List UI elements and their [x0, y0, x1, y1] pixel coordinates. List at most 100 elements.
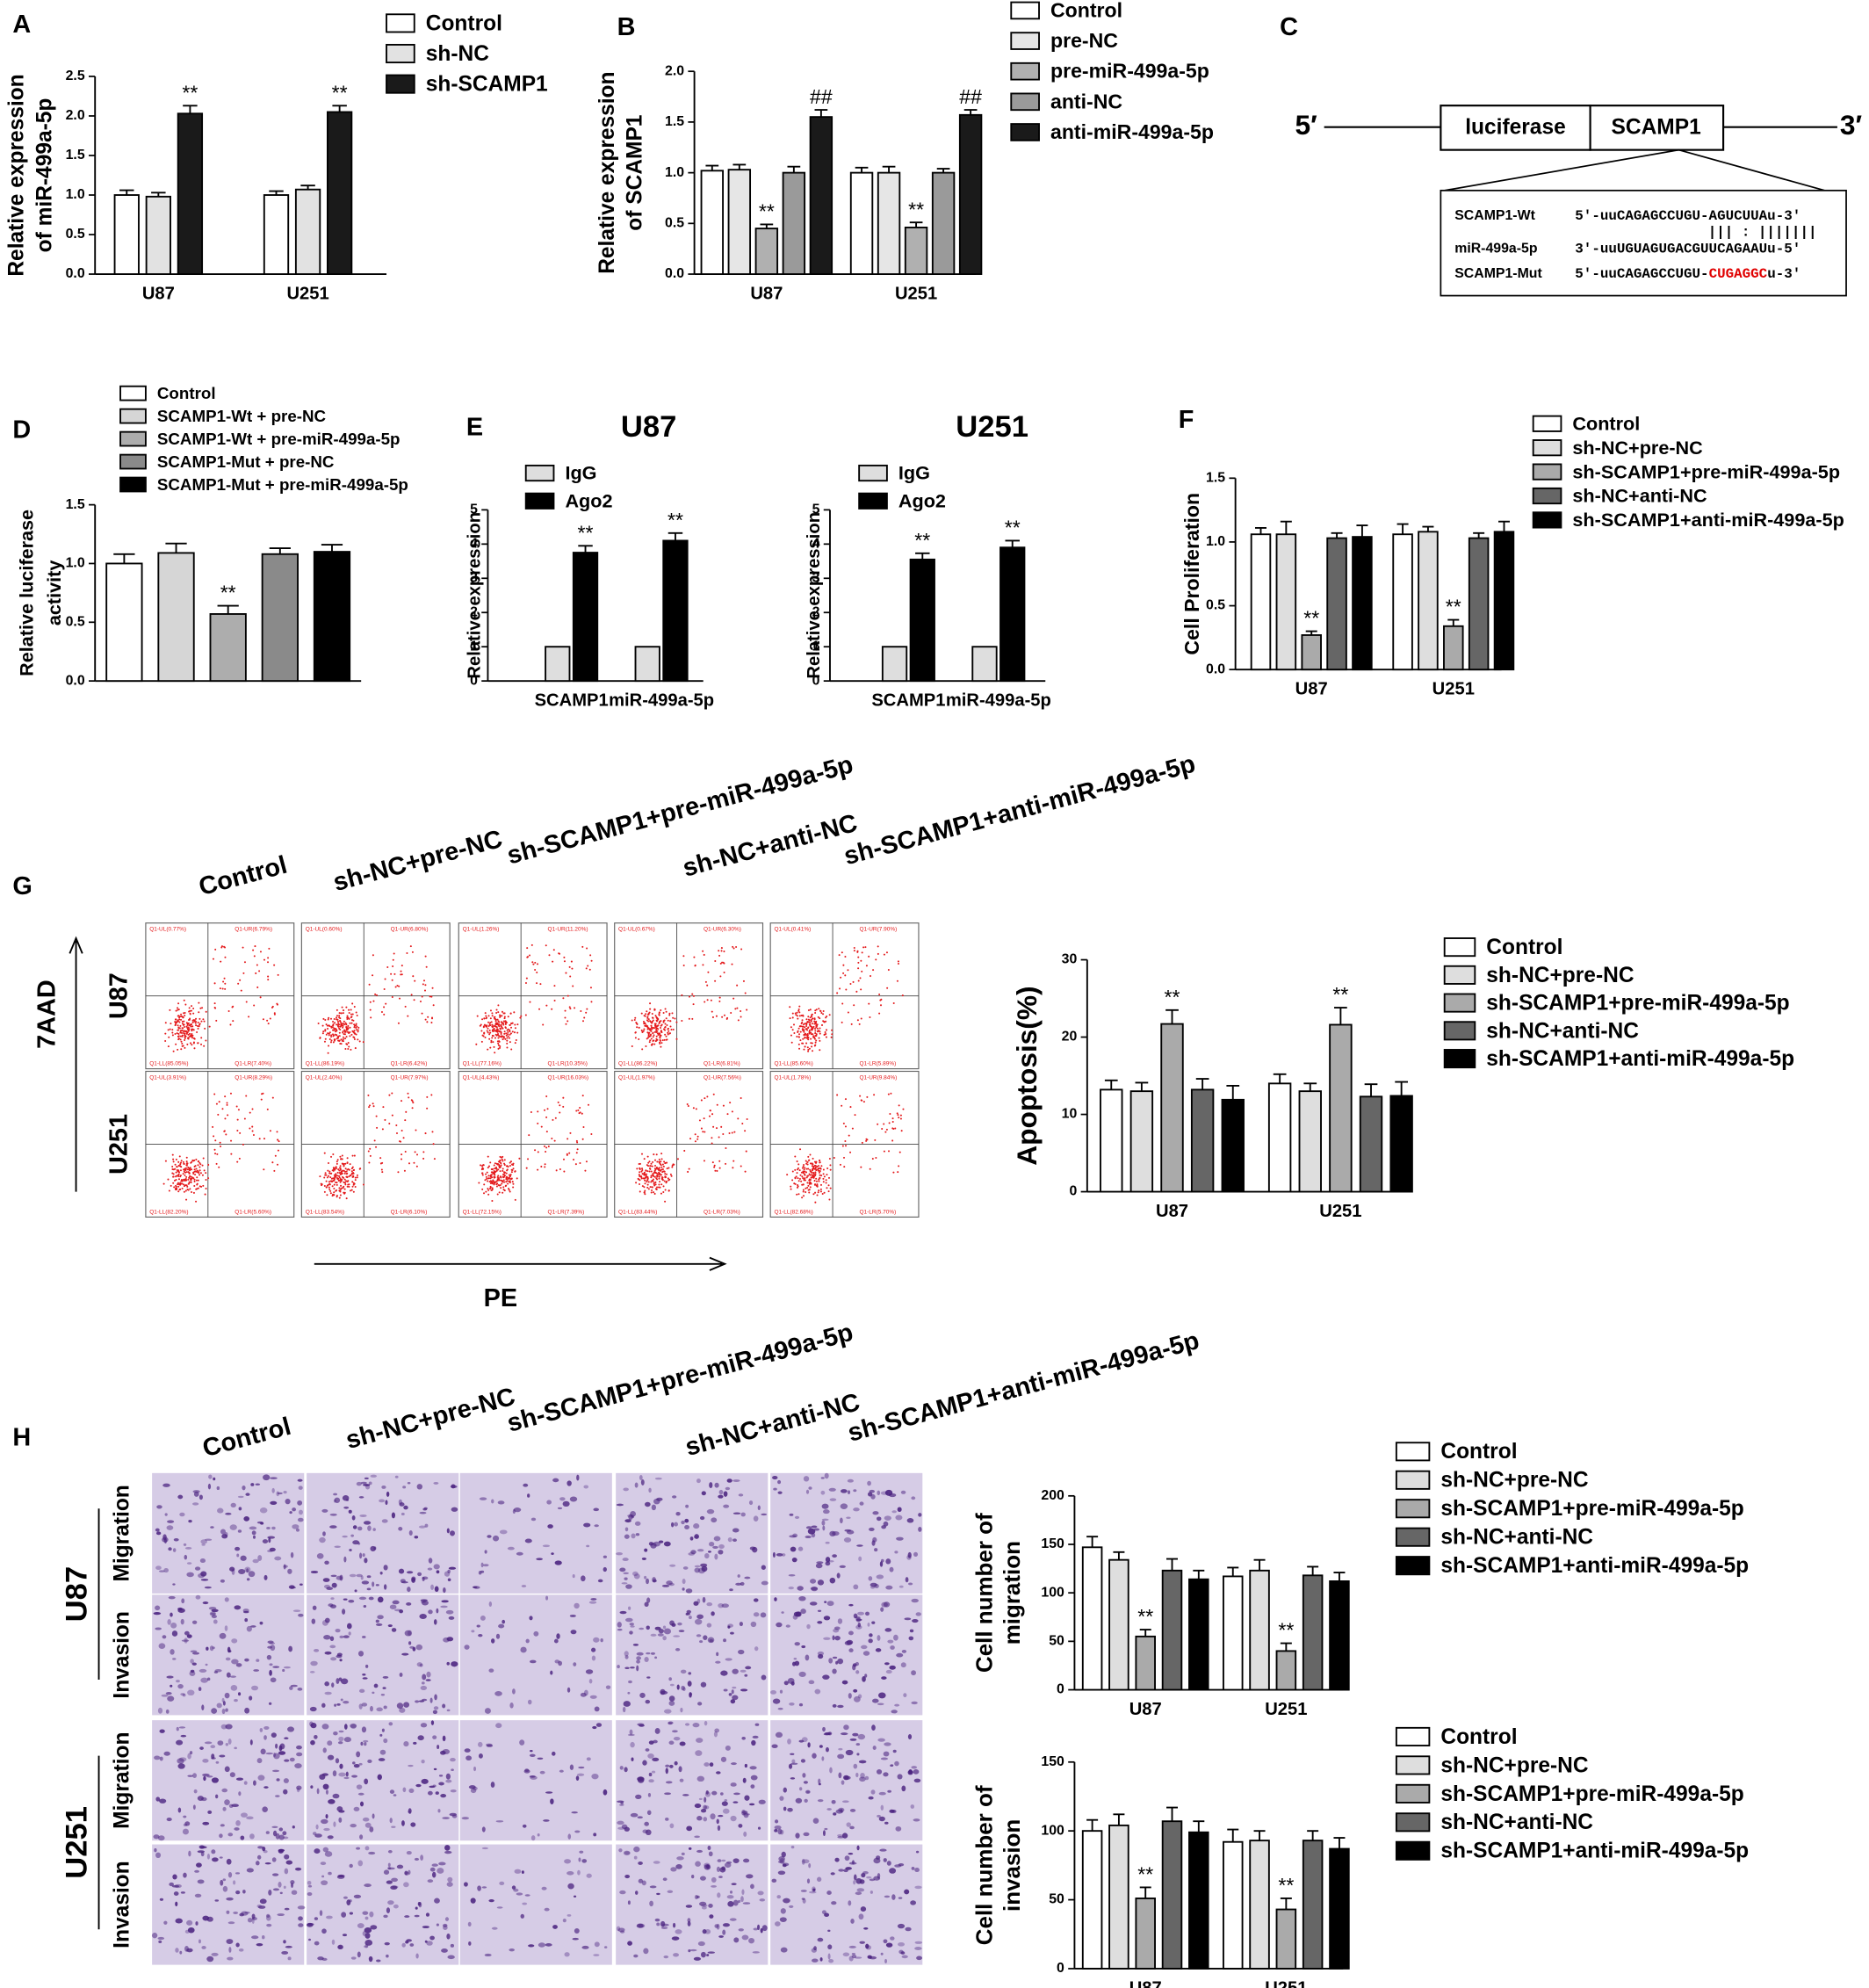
cell [624, 1617, 633, 1623]
cell [297, 1517, 304, 1522]
flow-dot [534, 961, 537, 964]
cell [238, 1791, 242, 1796]
cell [839, 1565, 846, 1568]
cell [909, 1629, 914, 1633]
legend-label: IgG [898, 462, 930, 484]
flow-dot [819, 1174, 821, 1176]
flow-dot [581, 1138, 584, 1140]
cell [192, 1773, 198, 1779]
cell [399, 1609, 404, 1614]
flow-dot [503, 1032, 506, 1035]
cell [386, 1491, 390, 1497]
cell [664, 1792, 672, 1796]
cell [825, 1557, 831, 1563]
cell [711, 1611, 715, 1616]
legend-swatch [1395, 1442, 1431, 1462]
cell [343, 1556, 347, 1563]
cell [527, 1699, 532, 1705]
flow-dot [798, 1033, 801, 1036]
flow-dot [491, 1034, 494, 1037]
cell [202, 1759, 209, 1763]
cell [263, 1850, 268, 1854]
cell [204, 1586, 212, 1589]
cell [574, 1602, 580, 1609]
cell [231, 1659, 239, 1665]
cell [624, 1767, 628, 1773]
flow-dot [709, 1110, 711, 1112]
cell [741, 1736, 746, 1740]
flow-dot [331, 1033, 335, 1036]
panel-letter: F [1179, 406, 1194, 434]
cell [377, 1615, 384, 1620]
flow-dots [631, 945, 748, 1051]
cell [342, 1608, 346, 1615]
flow-dot [343, 1164, 345, 1167]
cell [221, 1788, 228, 1793]
flow-dot [261, 1093, 263, 1095]
flow-dot [218, 1166, 220, 1168]
flow-dot [198, 1023, 201, 1026]
cell [639, 1724, 645, 1727]
annotation: ** [1446, 596, 1461, 618]
cell [669, 1764, 674, 1768]
flow-dot [585, 1160, 588, 1163]
flow-dot [415, 1165, 418, 1167]
cell [362, 1677, 368, 1680]
flow-dot [381, 1171, 384, 1174]
cell [415, 1906, 418, 1910]
cell [889, 1665, 896, 1670]
bar [1352, 536, 1373, 671]
cell [696, 1634, 702, 1637]
cell [848, 1603, 854, 1607]
flow-dot [804, 1167, 806, 1169]
cell [227, 1650, 232, 1653]
legend-swatch [1443, 1049, 1476, 1069]
flow-dot [357, 1026, 360, 1029]
flow-dot [343, 1182, 347, 1184]
flow-dot [537, 1122, 539, 1124]
flow-dot [489, 1009, 492, 1012]
flow-dot [672, 1016, 675, 1019]
y-axis-name: 7AAD [32, 980, 61, 1049]
cell [383, 1914, 388, 1919]
cell [429, 1697, 433, 1703]
flow-dot [815, 1168, 818, 1171]
flow-dot [185, 1025, 188, 1028]
cell [774, 1829, 778, 1833]
cell [444, 1917, 450, 1921]
micrograph [307, 1472, 459, 1594]
flow-dot [810, 1182, 812, 1185]
flow-dot [226, 1103, 228, 1106]
cell [389, 1789, 395, 1794]
flow-dot [198, 1001, 200, 1004]
cell [802, 1773, 806, 1778]
cell [884, 1515, 891, 1521]
cell [387, 1867, 395, 1870]
flow-dot [332, 1029, 335, 1031]
bar [1223, 1575, 1244, 1691]
flow-dot [814, 1167, 817, 1170]
cell [156, 1505, 162, 1509]
flow-dot [654, 1183, 657, 1186]
flow-dot [171, 1165, 174, 1167]
cell [617, 1665, 620, 1669]
cell [334, 1545, 341, 1548]
flow-dot [811, 1176, 813, 1179]
flow-dot [870, 975, 872, 978]
cell [794, 1660, 800, 1666]
flow-dot [179, 1016, 182, 1018]
flow-dot [507, 1030, 509, 1033]
flow-dot [803, 1179, 805, 1182]
cell [206, 1916, 213, 1922]
cell [754, 1723, 760, 1726]
cell [583, 1522, 591, 1528]
cell [636, 1923, 644, 1928]
cell [730, 1631, 734, 1635]
flow-dot [325, 1033, 328, 1036]
cell [383, 1565, 388, 1571]
flow-dot [807, 1048, 810, 1051]
flow-dot [273, 1012, 276, 1015]
cell [331, 1682, 335, 1688]
flow-dot [798, 1177, 801, 1181]
cell [353, 1894, 362, 1898]
